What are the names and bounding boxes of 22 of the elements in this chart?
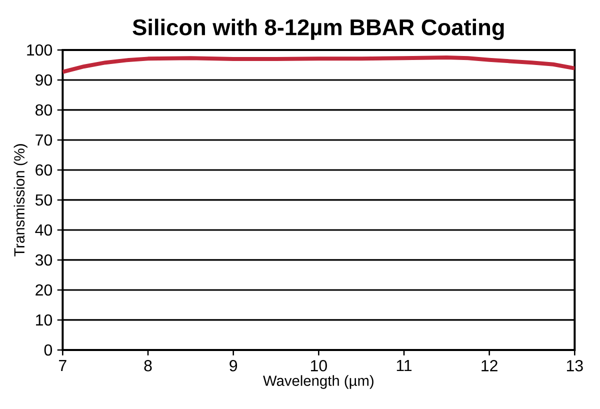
y-tick-label: 60 xyxy=(36,164,52,176)
x-tick-label: 12 xyxy=(482,360,498,372)
y-axis-title: Transmission (%) xyxy=(14,144,28,256)
y-tick-label: 50 xyxy=(35,194,52,206)
y-tick-label: 90 xyxy=(36,74,52,86)
y-tick-label: 10 xyxy=(36,314,52,326)
y-tick-label: 70 xyxy=(36,134,52,146)
y-tick-label: 0 xyxy=(44,344,52,356)
y-tick-label: 80 xyxy=(36,104,52,116)
x-tick-label: 8 xyxy=(144,360,152,372)
y-tick-label: 100 xyxy=(27,44,52,56)
y-tick-label: 30 xyxy=(35,254,52,266)
x-tick-label: 11 xyxy=(396,360,412,372)
chart-title: Silicon with 8-12µm BBAR Coating xyxy=(132,18,504,40)
x-tick-label: 10 xyxy=(310,360,327,372)
y-tick-label: 40 xyxy=(35,224,52,236)
x-axis-title: Wavelength (µm) xyxy=(263,375,374,389)
x-tick-label: 7 xyxy=(59,360,66,372)
x-tick-label: 13 xyxy=(566,360,583,372)
y-tick-label: 20 xyxy=(36,284,52,296)
x-tick-label: 9 xyxy=(230,360,238,372)
line-series xyxy=(62,55,575,74)
